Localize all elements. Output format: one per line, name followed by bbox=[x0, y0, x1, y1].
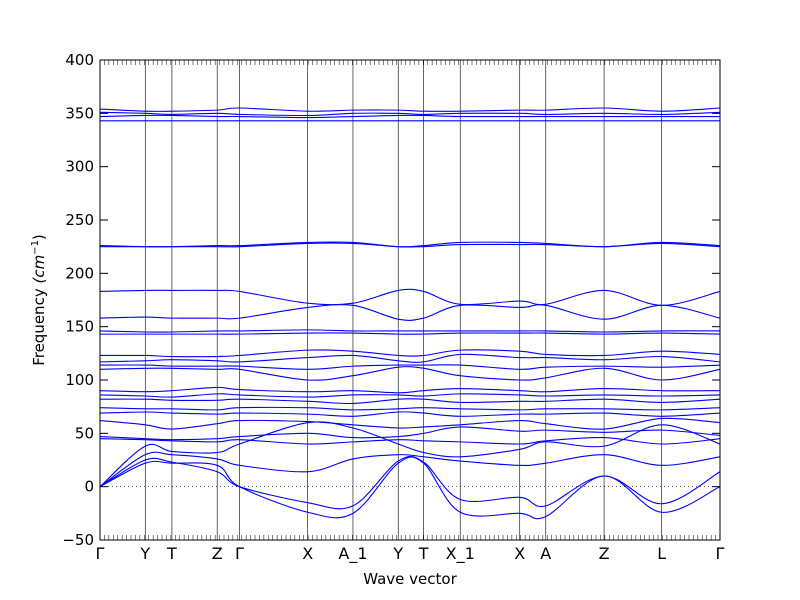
x-tick-label: X bbox=[302, 544, 313, 563]
band-line-2 bbox=[99, 111, 721, 117]
band-line-12 bbox=[99, 353, 721, 363]
band-line-3 bbox=[99, 114, 720, 119]
x-tick-label: X_1 bbox=[446, 544, 475, 564]
x-tick-labels: Γ Y T Z Γ X A_1 Y T X_1 X A Z L Γ bbox=[96, 544, 725, 564]
y-axis-label-unit-exponent: −1 bbox=[30, 240, 41, 255]
y-tick-labels: −50 0 50 100 150 200 250 300 350 400 bbox=[62, 51, 94, 549]
band-line-7 bbox=[99, 288, 721, 306]
x-tick-label: Z bbox=[212, 544, 223, 563]
y-tick-label: 200 bbox=[65, 264, 94, 282]
y-tick-label: −50 bbox=[62, 531, 94, 549]
x-tick-label: Z bbox=[599, 544, 610, 563]
x-tick-label: A bbox=[540, 544, 551, 563]
x-tick-label: T bbox=[418, 544, 429, 563]
band-line-17 bbox=[99, 398, 721, 405]
band-line-13 bbox=[99, 364, 721, 370]
x-gridlines bbox=[99, 60, 721, 540]
x-tick-label: L bbox=[657, 544, 666, 563]
y-axis-label: Frequency (cm−1) bbox=[30, 234, 48, 366]
band-line-10 bbox=[100, 332, 721, 335]
band-line-11 bbox=[99, 349, 721, 358]
y-tick-label: 50 bbox=[75, 424, 94, 442]
band-line-1 bbox=[99, 107, 721, 112]
band-line-8 bbox=[99, 303, 721, 321]
x-tick-label: A_1 bbox=[338, 544, 367, 564]
axis-ticks bbox=[99, 59, 721, 541]
y-tick-label: 150 bbox=[65, 318, 94, 336]
y-axis-label-main: Frequency bbox=[30, 284, 48, 366]
x-tick-label: T bbox=[166, 544, 177, 563]
y-tick-label: 250 bbox=[65, 211, 94, 229]
band-line-24 bbox=[99, 451, 721, 488]
band-line-5 bbox=[99, 241, 721, 248]
band-line-9 bbox=[99, 329, 721, 333]
band-line-15 bbox=[99, 386, 721, 394]
plot-frame bbox=[99, 59, 721, 541]
dispersion-curves bbox=[99, 107, 721, 520]
x-tick-label: Y bbox=[392, 544, 403, 563]
y-tick-label: 400 bbox=[65, 51, 94, 69]
y-tick-label: 350 bbox=[65, 104, 94, 122]
band-line-19 bbox=[99, 411, 721, 417]
band-line-22 bbox=[99, 436, 721, 445]
band-line-14 bbox=[99, 366, 721, 381]
band-line-16 bbox=[99, 393, 721, 398]
x-tick-label: Γ bbox=[235, 544, 244, 563]
x-tick-label: Γ bbox=[716, 544, 725, 563]
band-line-25 bbox=[99, 455, 721, 510]
band-line-18 bbox=[99, 406, 721, 411]
y-tick-label: 300 bbox=[65, 158, 94, 176]
band-line-6 bbox=[100, 242, 721, 248]
x-tick-label: X bbox=[514, 544, 525, 563]
band-line-23 bbox=[99, 421, 721, 488]
y-tick-label: 0 bbox=[84, 478, 94, 496]
x-tick-label: Γ bbox=[96, 544, 105, 563]
y-axis-label-unit-close: ) bbox=[30, 234, 48, 240]
y-axis-label-unit: (cm bbox=[30, 255, 48, 284]
x-axis-label: Wave vector bbox=[363, 570, 457, 588]
band-line-20 bbox=[99, 417, 721, 430]
x-tick-label: Y bbox=[139, 544, 150, 563]
band-line-21 bbox=[99, 426, 721, 441]
y-tick-label: 100 bbox=[65, 371, 94, 389]
band-line-26 bbox=[99, 456, 721, 520]
